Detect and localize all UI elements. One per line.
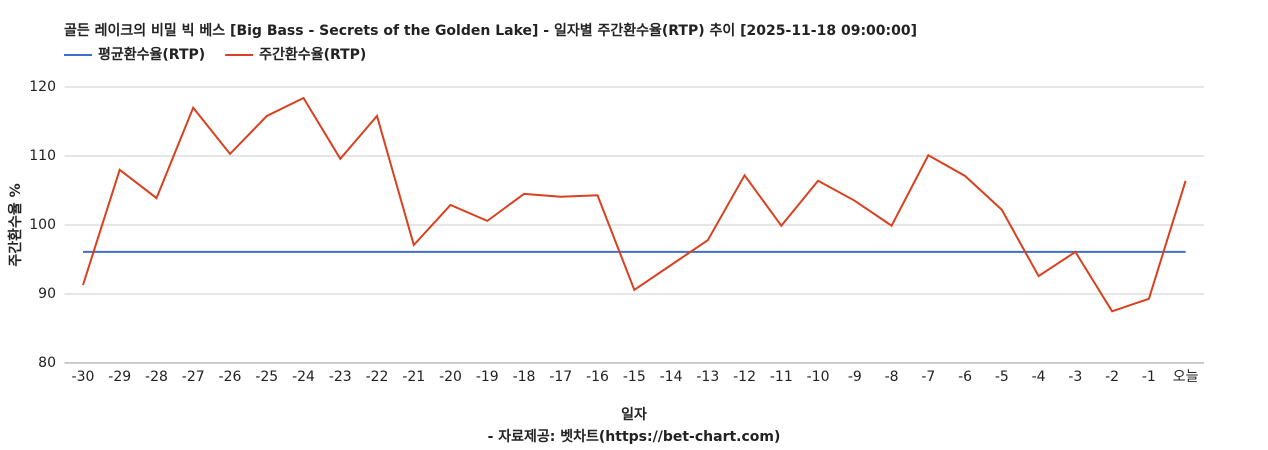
y-tick-label: 90 [38, 286, 56, 302]
x-tick-label: -26 [219, 369, 242, 385]
x-tick-label: -7 [921, 369, 935, 385]
x-tick-label: -30 [72, 369, 95, 385]
x-tick-label: -4 [1032, 369, 1046, 385]
x-tick-label: -2 [1105, 369, 1119, 385]
legend-label: 평균환수율(RTP) [98, 46, 205, 63]
x-tick-label: -24 [292, 369, 315, 385]
x-tick-label: -3 [1068, 369, 1082, 385]
chart-title: 골든 레이크의 비밀 빅 베스 [Big Bass - Secrets of t… [64, 22, 917, 39]
x-tick-label: -16 [586, 369, 609, 385]
y-tick-label: 80 [38, 355, 56, 371]
x-tick-label: -23 [329, 369, 352, 385]
x-tick-label: -10 [807, 369, 830, 385]
x-tick-label: -22 [366, 369, 389, 385]
x-tick-label: 오늘 [1173, 369, 1199, 385]
x-tick-label: -14 [660, 369, 683, 385]
x-tick-label: -27 [182, 369, 205, 385]
x-tick-label: -12 [733, 369, 756, 385]
x-tick-label: -25 [255, 369, 278, 385]
x-axis-title: 일자 [621, 407, 647, 423]
y-tick-label: 120 [29, 79, 56, 95]
x-tick-label: -8 [885, 369, 899, 385]
line-series [82, 96, 1187, 313]
x-tick-label: -15 [623, 369, 646, 385]
legend-label: 주간환수율(RTP) [259, 46, 366, 63]
x-tick-label: -18 [513, 369, 536, 385]
x-tick-label: -1 [1142, 369, 1156, 385]
source: - 자료제공: 벳차트(https://bet-chart.com) [488, 428, 781, 445]
x-tick-label: -29 [108, 369, 131, 385]
x-tick-label: -11 [770, 369, 793, 385]
y-tick-label: 100 [29, 217, 56, 233]
x-tick-label: -5 [995, 369, 1009, 385]
x-tick-label: -13 [696, 369, 719, 385]
x-tick-label: -17 [549, 369, 572, 385]
y-axis-title: 주간환수율 % [7, 183, 24, 266]
x-tick-label: -20 [439, 369, 462, 385]
x-tick-label: -19 [476, 369, 499, 385]
y-tick-label: 110 [29, 148, 56, 164]
x-tick-label: -9 [848, 369, 862, 385]
x-tick-label: -28 [145, 369, 168, 385]
x-tick-label: -6 [958, 369, 972, 385]
x-tick-label: -21 [402, 369, 425, 385]
